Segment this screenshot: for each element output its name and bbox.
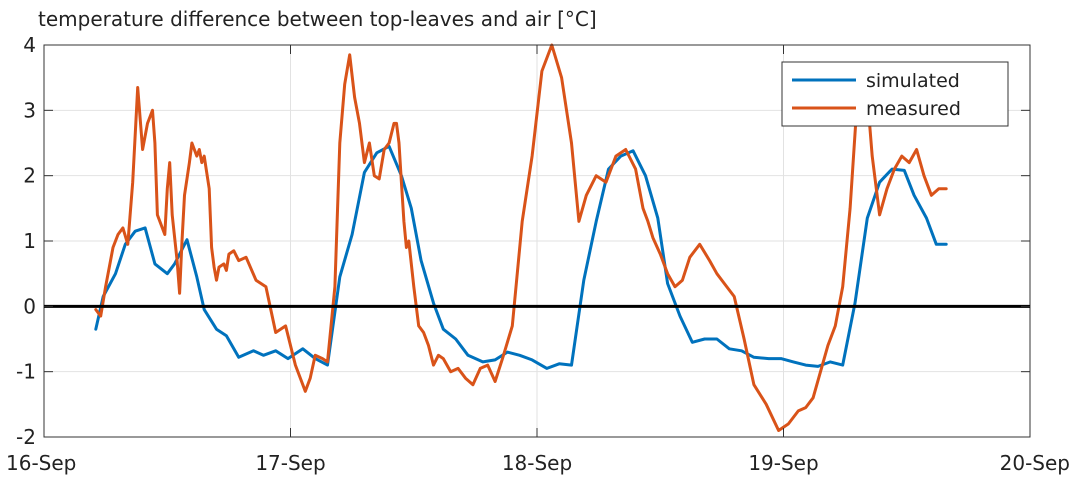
- legend-box: [781, 61, 1009, 127]
- legend-label-measured: measured: [866, 98, 961, 120]
- legend: simulated measured: [781, 61, 1009, 127]
- ytick-label: 0: [23, 294, 36, 318]
- series-line-measured: [94, 43, 948, 432]
- ytick-label: 2: [23, 164, 36, 188]
- chart-title: temperature difference between top-leave…: [38, 7, 597, 31]
- xtick-label: 17-Sep: [255, 451, 325, 475]
- series-line-simulated: [94, 144, 948, 370]
- xtick-label: 19-Sep: [748, 451, 818, 475]
- ytick-label: -1: [16, 360, 36, 384]
- xtick-label: 16-Sep: [6, 451, 76, 475]
- legend-label-simulated: simulated: [866, 70, 960, 92]
- ytick-label: 3: [23, 98, 36, 122]
- ytick-label: 4: [23, 33, 36, 57]
- series-layer: [94, 43, 948, 432]
- ytick-label: -2: [16, 425, 36, 449]
- ticks: -2 -1 0 1 2 3 4 16-Sep 17-Sep 18-Sep 19-Sep 20-Sep: [6, 33, 1070, 475]
- ytick-label: 1: [23, 229, 36, 253]
- xtick-label: 20-Sep: [1000, 451, 1070, 475]
- xtick-label: 18-Sep: [502, 451, 572, 475]
